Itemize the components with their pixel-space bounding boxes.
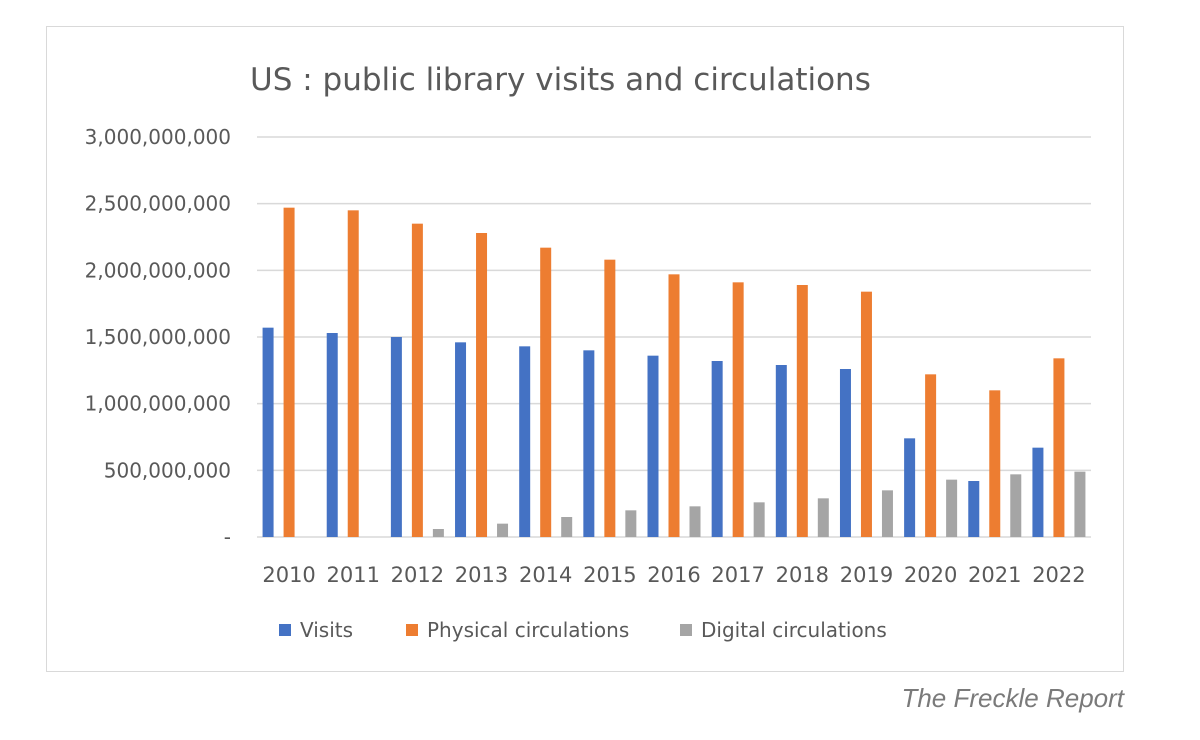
- bar-visits: [647, 355, 659, 537]
- bar-digital-circulations: [946, 479, 958, 537]
- bar-physical-circulations: [989, 390, 1001, 537]
- legend: Visits Physical circulations Digital circu…: [279, 618, 887, 642]
- x-tick-label: 2022: [1032, 563, 1085, 587]
- bar-physical-circulations: [283, 207, 295, 537]
- x-tick-label: 2014: [519, 563, 572, 587]
- bar-physical-circulations: [925, 374, 937, 537]
- x-tick-label: 2012: [391, 563, 444, 587]
- legend-label: Visits: [300, 618, 353, 642]
- legend-label: Digital circulations: [701, 618, 887, 642]
- bar-digital-circulations: [817, 498, 829, 537]
- y-tick-label: 3,000,000,000: [85, 125, 231, 149]
- y-tick-label: -: [224, 525, 231, 549]
- chart-title: US : public library visits and circulati…: [250, 62, 871, 98]
- bar-visits: [904, 438, 916, 537]
- chart-canvas: US : public library visits and circulati…: [85, 62, 1091, 642]
- bar-digital-circulations: [625, 510, 637, 537]
- legend-swatch: [680, 624, 692, 636]
- x-tick-label: 2017: [711, 563, 764, 587]
- x-tick-label: 2021: [968, 563, 1021, 587]
- y-tick-label: 2,500,000,000: [85, 192, 231, 216]
- bar-visits: [455, 342, 467, 537]
- bar-visits: [775, 365, 787, 537]
- bar-digital-circulations: [497, 523, 509, 537]
- bar-digital-circulations: [689, 506, 701, 537]
- x-tick-label: 2019: [840, 563, 893, 587]
- legend-swatch: [406, 624, 418, 636]
- bar-digital-circulations: [881, 490, 893, 537]
- y-tick-label: 2,000,000,000: [85, 258, 231, 282]
- bar-physical-circulations: [540, 247, 552, 537]
- bar-visits: [839, 369, 851, 537]
- bar-digital-circulations: [1010, 474, 1022, 537]
- bar-visits: [968, 481, 980, 537]
- x-tick-label: 2011: [327, 563, 380, 587]
- bar-physical-circulations: [1053, 358, 1065, 537]
- bar-digital-circulations: [432, 529, 444, 537]
- bar-digital-circulations: [561, 517, 573, 537]
- bar-physical-circulations: [347, 210, 359, 538]
- bar-physical-circulations: [476, 233, 488, 537]
- bar-visits: [519, 346, 531, 537]
- legend-label: Physical circulations: [427, 618, 629, 642]
- bar-visits: [1032, 447, 1044, 537]
- y-axis-ticks: - 500,000,000 1,000,000,000 1,500,000,000 2,…: [85, 125, 231, 549]
- bar-digital-circulations: [1074, 471, 1086, 537]
- source-credit: The Freckle Report: [901, 683, 1124, 713]
- y-tick-label: 1,000,000,000: [85, 392, 231, 416]
- bar-visits: [390, 337, 402, 537]
- y-tick-label: 1,500,000,000: [85, 325, 231, 349]
- y-tick-label: 500,000,000: [104, 458, 231, 482]
- x-tick-label: 2013: [455, 563, 508, 587]
- bar-visits: [711, 361, 723, 537]
- x-tick-label: 2010: [262, 563, 315, 587]
- chart-frame: US : public library visits and circulati…: [46, 26, 1124, 672]
- bar-physical-circulations: [860, 291, 872, 537]
- bars: [262, 207, 1086, 538]
- bar-physical-circulations: [604, 259, 616, 537]
- bar-physical-circulations: [732, 282, 744, 537]
- bar-visits: [262, 327, 274, 537]
- x-tick-label: 2016: [647, 563, 700, 587]
- bar-digital-circulations: [753, 502, 765, 537]
- bar-visits: [583, 350, 595, 537]
- x-tick-label: 2015: [583, 563, 636, 587]
- bar-visits: [326, 333, 338, 537]
- legend-swatch: [279, 624, 291, 636]
- x-tick-label: 2018: [776, 563, 829, 587]
- bar-physical-circulations: [411, 223, 423, 537]
- bar-physical-circulations: [796, 285, 808, 537]
- bar-physical-circulations: [668, 274, 680, 537]
- x-axis-ticks: 2010 2011 2012 2013 2014 2015 2016 2017 2018 2019…: [262, 563, 1085, 587]
- x-tick-label: 2020: [904, 563, 957, 587]
